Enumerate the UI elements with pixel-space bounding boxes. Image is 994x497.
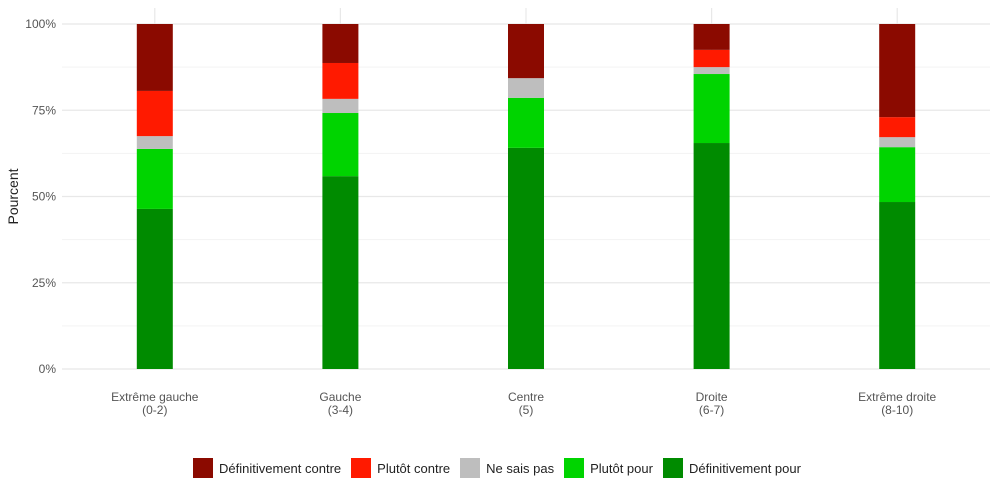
legend-label: Définitivement pour: [688, 460, 801, 476]
legend-item: Plutôt contre: [351, 458, 450, 478]
y-tick-label: 50%: [32, 190, 56, 204]
legend-swatch: [193, 458, 214, 478]
legend-label: Plutôt pour: [590, 460, 653, 476]
bar-segment-plutot-contre: [693, 49, 730, 68]
bar-segment-definitivement-pour: [879, 202, 916, 369]
y-tick-label: 25%: [32, 276, 56, 290]
legend-item: Ne sais pas: [460, 458, 554, 478]
x-tick-label: (6-7): [699, 403, 724, 417]
bar-segment-definitivement-contre: [508, 24, 544, 79]
bar-segment-ne-sais-pas: [693, 67, 730, 75]
y-axis-label: Pourcent: [5, 168, 21, 224]
bar-segment-ne-sais-pas: [322, 98, 359, 114]
bar-segment-plutot-pour: [136, 148, 173, 209]
legend-item: Plutôt pour: [564, 458, 653, 478]
x-tick-label: (8-10): [881, 403, 913, 417]
y-tick-label: 75%: [32, 103, 56, 117]
bar-segment-definitivement-pour: [508, 147, 544, 369]
bar-segment-plutot-pour: [508, 97, 544, 148]
bar-segment-definitivement-contre: [879, 24, 916, 118]
bar-segment-definitivement-pour: [322, 176, 359, 369]
bar-segment-definitivement-contre: [136, 24, 173, 91]
bar-segment-plutot-pour: [693, 74, 730, 144]
legend-label: Ne sais pas: [486, 460, 555, 476]
y-tick-label: 0%: [39, 362, 57, 376]
x-tick-label: Gauche: [319, 390, 361, 404]
x-tick-label: Centre: [508, 390, 544, 404]
bar-segment-ne-sais-pas: [879, 137, 916, 148]
legend-item: Définitivement contre: [193, 458, 341, 478]
x-tick-label: Droite: [696, 390, 728, 404]
bar-segment-plutot-pour: [879, 147, 916, 203]
legend-label: Plutôt contre: [377, 460, 451, 476]
bar-segment-definitivement-contre: [322, 24, 359, 63]
bar-segment-ne-sais-pas: [136, 136, 173, 149]
x-tick-label: Extrême droite: [858, 390, 936, 404]
bar-segment-plutot-contre: [136, 90, 173, 137]
legend-swatch: [351, 458, 372, 478]
legend-swatch: [662, 458, 683, 478]
x-tick-label: (5): [519, 403, 534, 417]
legend-item: Définitivement pour: [662, 458, 801, 478]
legend-swatch: [564, 458, 585, 478]
bar-segment-definitivement-contre: [693, 24, 730, 50]
x-tick-label: Extrême gauche: [111, 390, 199, 404]
x-tick-label: (3-4): [328, 403, 353, 417]
legend: Définitivement contre Plutôt contre Ne sai…: [0, 458, 994, 478]
bar-segment-plutot-contre: [322, 62, 359, 99]
legend-swatch: [460, 458, 481, 478]
y-tick-label: 100%: [25, 17, 56, 31]
bar-segment-definitivement-pour: [136, 208, 173, 369]
bar-segment-plutot-contre: [879, 117, 916, 138]
bar-segment-ne-sais-pas: [508, 78, 544, 98]
bar-segment-plutot-pour: [322, 113, 359, 177]
stacked-bar-chart: 0% 25% 50% 75% 100% Pourcent Extrême gauche(0-…: [5, 8, 990, 417]
bar-segment-definitivement-pour: [693, 143, 730, 369]
legend-label: Définitivement contre: [219, 460, 342, 476]
x-tick-label: (0-2): [142, 403, 167, 417]
